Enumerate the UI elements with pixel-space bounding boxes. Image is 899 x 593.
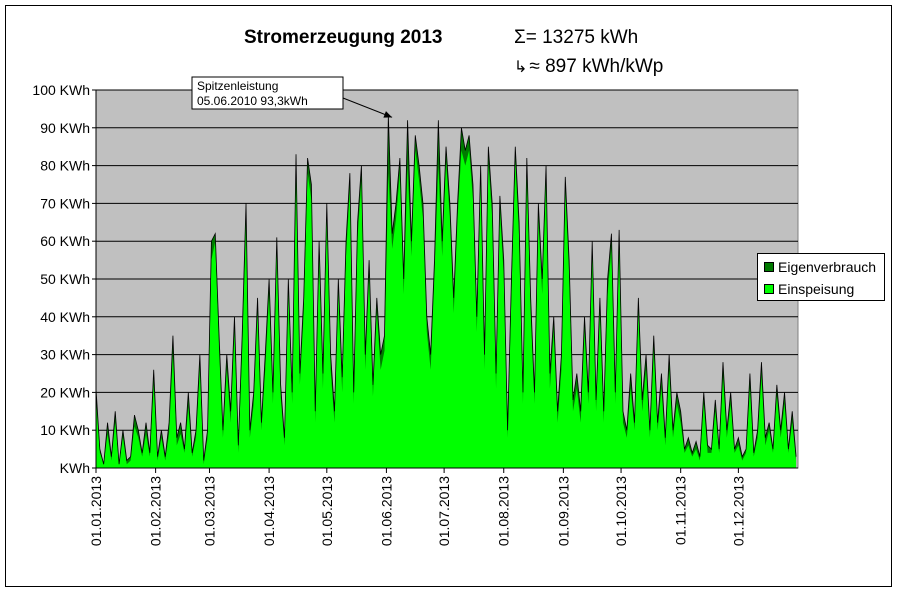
y-tick-label-7: 70 KWh <box>40 195 90 211</box>
y-tick-label-3: 30 KWh <box>40 347 90 363</box>
x-tick-label-2: 01.03.2013 <box>201 476 217 546</box>
y-tick-label-10: 100 KWh <box>32 82 90 98</box>
legend-item-eigenverbrauch: Eigenverbrauch <box>764 259 876 275</box>
annotation-arrowhead <box>383 111 393 118</box>
x-tick-label-0: 01.01.2013 <box>88 476 104 546</box>
legend-label-eigenverbrauch: Eigenverbrauch <box>778 259 877 275</box>
series-area-einspeisung <box>96 150 797 469</box>
y-tick-label-4: 40 KWh <box>40 309 90 325</box>
x-tick-label-1: 01.02.2013 <box>148 476 164 546</box>
y-tick-label-8: 80 KWh <box>40 158 90 174</box>
x-tick-label-5: 01.06.2013 <box>378 476 394 546</box>
y-tick-label-6: 60 KWh <box>40 233 90 249</box>
summary-yield: ≈ 897 kWh/kWp <box>529 56 664 77</box>
summary-total: Σ= 13275 kWh <box>514 27 639 48</box>
x-tick-label-10: 01.11.2013 <box>673 476 689 545</box>
x-tick-label-6: 01.07.2013 <box>436 476 452 546</box>
x-tick-label-8: 01.09.2013 <box>555 476 571 546</box>
annotation-box <box>191 76 344 110</box>
annotation-arrow <box>342 97 393 118</box>
series-outline-total <box>95 115 797 465</box>
y-tick-label-5: 50 KWh <box>40 271 90 287</box>
legend-swatch-eigenverbrauch <box>764 262 774 272</box>
legend-item-einspeisung: Einspeisung <box>764 281 854 297</box>
y-tick-label-0: KWh <box>60 460 90 476</box>
x-tick-label-4: 01.05.2013 <box>319 476 335 546</box>
chart-title: Stromerzeugung 2013 <box>244 27 443 48</box>
legend-swatch-einspeisung <box>764 284 774 294</box>
axes: KWh 10 KWh 20 KWh 30 KWh 40 KWh 50 KWh 60 KWh 7… <box>32 82 798 546</box>
x-tick-label-7: 01.08.2013 <box>496 476 512 546</box>
legend: Eigenverbrauch Einspeisung <box>757 253 885 301</box>
legend-label-einspeisung: Einspeisung <box>778 281 855 297</box>
summary-yield-line: ↳ ≈ 897 kWh/kWp <box>514 56 663 78</box>
y-tick-label-9: 90 KWh <box>40 120 90 136</box>
x-tick-label-9: 01.10.2013 <box>613 476 629 546</box>
x-tick-label-3: 01.04.2013 <box>261 476 277 546</box>
annotation-line1: Spitzenleistung <box>197 79 278 93</box>
y-tick-label-1: 10 KWh <box>40 422 90 438</box>
series-layer <box>95 115 797 469</box>
annotation-layer: Spitzenleistung 05.06.2010 93,3kWh <box>191 76 393 118</box>
x-tick-label-11: 01.12.2013 <box>730 476 746 546</box>
annotation-line2: 05.06.2010 93,3kWh <box>197 94 308 108</box>
return-arrow-icon: ↳ <box>514 59 528 76</box>
y-tick-label-2: 20 KWh <box>40 384 90 400</box>
